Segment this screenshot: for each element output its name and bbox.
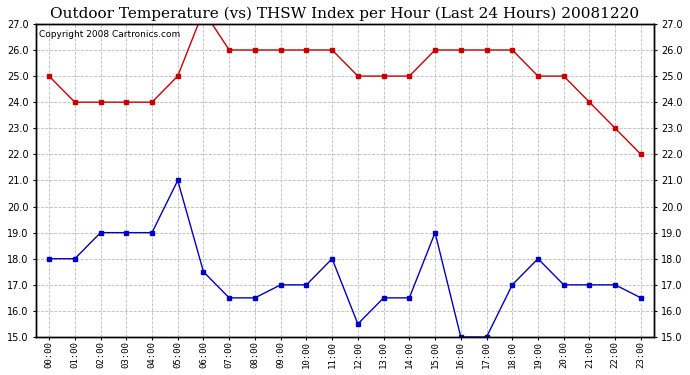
Text: Copyright 2008 Cartronics.com: Copyright 2008 Cartronics.com — [39, 30, 181, 39]
Title: Outdoor Temperature (vs) THSW Index per Hour (Last 24 Hours) 20081220: Outdoor Temperature (vs) THSW Index per … — [50, 7, 640, 21]
